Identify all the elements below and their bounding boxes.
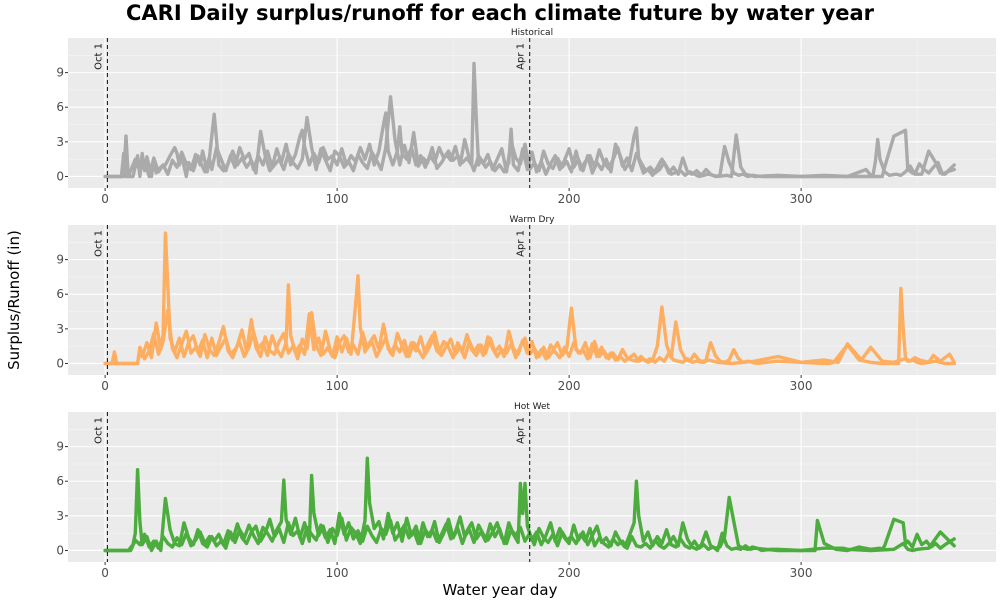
x-tick-label: 200 [558,566,581,580]
x-axis-label: Water year day [442,581,558,599]
series-line-2 [103,306,956,366]
series-line-2 [103,495,956,553]
x-tick-label: 0 [101,192,109,206]
y-tick-label: 3 [56,135,64,149]
marker-label: Apr 1 [516,230,527,257]
x-tick-label: 100 [326,379,349,393]
x-tick-label: 100 [326,566,349,580]
x-tick-label: 300 [790,566,813,580]
x-tick-label: 200 [558,192,581,206]
panel-historical: Historical 0 3 6 9 0 100 200 300 Oct 1 Apr 1 [56,26,996,206]
y-tick-label: 3 [56,509,64,523]
y-tick-label: 0 [56,356,64,370]
marker-label: Oct 1 [93,230,104,257]
x-tick-label: 300 [790,192,813,206]
panel-strip [68,26,996,38]
x-tick-label: 300 [790,379,813,393]
y-tick-label: 0 [56,543,64,557]
chart-title: CARI Daily surplus/runoff for each clima… [126,1,874,25]
y-tick-label: 6 [56,287,64,301]
marker-label: Oct 1 [93,43,104,70]
y-tick-label: 9 [56,253,64,267]
panel-title: Historical [511,28,553,38]
x-tick-label: 200 [558,379,581,393]
marker-label: Apr 1 [516,43,527,70]
y-tick-label: 9 [56,66,64,80]
x-tick-label: 0 [101,379,109,393]
marker-label: Apr 1 [516,417,527,444]
panel-title: Warm Dry [510,215,556,225]
panel-hot-wet: Hot Wet 0 3 6 9 0 100 200 300 Oct 1 Apr 1 [56,400,996,580]
x-tick-label: 0 [101,566,109,580]
y-tick-label: 6 [56,100,64,114]
y-tick-label: 9 [56,440,64,454]
series-line-2 [103,95,956,179]
y-tick-label: 3 [56,322,64,336]
panel-warm-dry: Warm Dry 0 3 6 9 0 100 200 300 Oct 1 Apr 1 [56,213,996,393]
marker-label: Oct 1 [93,417,104,444]
panel-strip [68,400,996,412]
panel-strip [68,213,996,225]
panel-title: Hot Wet [514,402,551,412]
y-tick-label: 0 [56,169,64,183]
y-tick-label: 6 [56,474,64,488]
x-tick-label: 100 [326,192,349,206]
